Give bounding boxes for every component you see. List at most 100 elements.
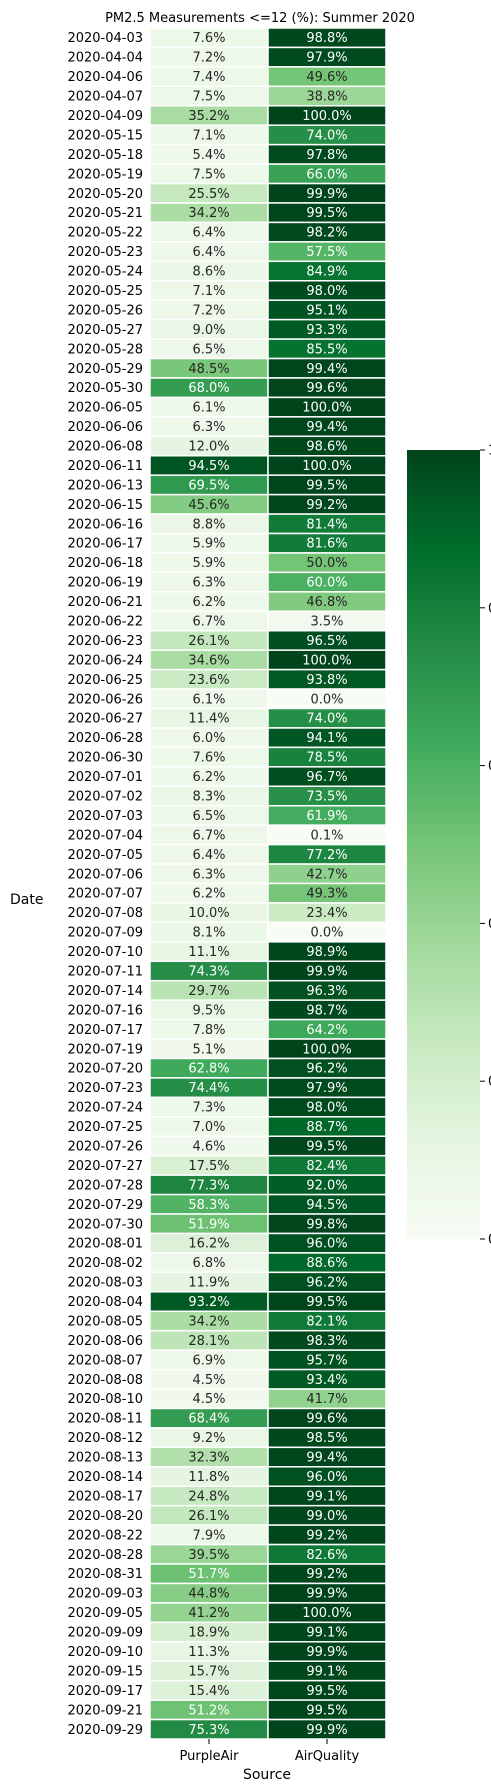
y-tick-label: 2020-06-11 — [67, 459, 143, 474]
y-tick-label: 2020-06-23 — [67, 634, 143, 649]
chart-title: PM2.5 Measurements <=12 (%): Summer 2020 — [105, 11, 415, 26]
cell-value-label: 7.9% — [192, 1528, 225, 1543]
y-tick-label: 2020-05-22 — [67, 226, 143, 241]
cell-value-label: 7.2% — [192, 303, 225, 318]
y-tick-label: 2020-07-07 — [67, 887, 143, 902]
y-tick-label: 2020-07-02 — [67, 790, 143, 805]
y-tick-label: 2020-06-25 — [67, 673, 143, 688]
cell-value-label: 11.9% — [188, 1276, 229, 1291]
y-tick-label: 2020-08-14 — [67, 1470, 143, 1485]
cell-value-label: 11.3% — [188, 1645, 229, 1660]
cell-value-label: 61.9% — [306, 809, 347, 824]
cell-value-label: 6.4% — [192, 226, 225, 241]
cell-value-label: 15.4% — [188, 1684, 229, 1699]
cell-value-label: 84.9% — [306, 265, 347, 280]
y-tick-label: 2020-08-31 — [67, 1567, 143, 1582]
cell-value-label: 7.1% — [192, 128, 225, 143]
cell-value-label: 6.3% — [192, 576, 225, 591]
cell-value-label: 50.0% — [306, 556, 347, 571]
cell-value-label: 0.0% — [310, 692, 343, 707]
cell-value-label: 8.6% — [192, 265, 225, 280]
cell-value-label: 8.1% — [192, 926, 225, 941]
cell-value-label: 48.5% — [188, 362, 229, 377]
y-tick-label: 2020-07-04 — [67, 828, 143, 843]
cell-value-label: 94.1% — [306, 731, 347, 746]
y-tick-label: 2020-06-27 — [67, 712, 143, 727]
colorbar — [407, 450, 480, 1239]
y-tick-label: 2020-08-07 — [67, 1353, 143, 1368]
cell-value-label: 49.3% — [306, 887, 347, 902]
cell-value-label: 88.6% — [306, 1256, 347, 1271]
cell-value-label: 98.5% — [306, 1431, 347, 1446]
cell-value-label: 77.2% — [306, 848, 347, 863]
cell-value-label: 6.1% — [192, 401, 225, 416]
cell-value-label: 99.1% — [306, 1490, 347, 1505]
cell-value-label: 4.5% — [192, 1392, 225, 1407]
cell-value-label: 44.8% — [188, 1587, 229, 1602]
cell-value-label: 41.7% — [306, 1392, 347, 1407]
cell-value-label: 98.0% — [306, 1101, 347, 1116]
cell-value-label: 99.5% — [306, 1703, 347, 1718]
y-tick-label: 2020-09-17 — [67, 1684, 143, 1699]
y-tick-label: 2020-08-05 — [67, 1315, 143, 1330]
cell-value-label: 10.0% — [188, 906, 229, 921]
y-tick-label: 2020-07-27 — [67, 1159, 143, 1174]
y-tick-label: 2020-07-09 — [67, 926, 143, 941]
cell-value-label: 6.9% — [192, 1353, 225, 1368]
y-tick-label: 2020-08-02 — [67, 1256, 143, 1271]
y-tick-label: 2020-06-30 — [67, 751, 143, 766]
x-tick-label: AirQuality — [295, 1749, 360, 1764]
cell-value-label: 98.9% — [306, 945, 347, 960]
y-tick-label: 2020-05-26 — [67, 303, 143, 318]
cell-value-label: 12.0% — [188, 440, 229, 455]
cell-value-label: 64.2% — [306, 1023, 347, 1038]
cell-value-label: 29.7% — [188, 984, 229, 999]
cell-value-label: 99.8% — [306, 1217, 347, 1232]
cell-value-label: 24.8% — [188, 1490, 229, 1505]
y-tick-label: 2020-06-08 — [67, 440, 143, 455]
cell-value-label: 100.0% — [302, 1606, 352, 1621]
cell-value-label: 7.1% — [192, 284, 225, 299]
cell-value-label: 78.5% — [306, 751, 347, 766]
cell-value-label: 99.5% — [306, 1140, 347, 1155]
cell-value-label: 7.6% — [192, 751, 225, 766]
cell-value-label: 96.2% — [306, 1276, 347, 1291]
cell-value-label: 6.2% — [192, 887, 225, 902]
cell-value-label: 49.6% — [306, 70, 347, 85]
y-tick-label: 2020-07-16 — [67, 1003, 143, 1018]
cell-value-label: 51.2% — [188, 1703, 229, 1718]
cell-value-label: 93.2% — [188, 1295, 229, 1310]
cell-value-label: 99.9% — [306, 965, 347, 980]
cell-value-label: 28.1% — [188, 1334, 229, 1349]
y-tick-label: 2020-04-03 — [67, 31, 143, 46]
y-tick-label: 2020-07-08 — [67, 906, 143, 921]
cell-value-label: 7.0% — [192, 1120, 225, 1135]
colorbar-tick-label: 0.8 — [488, 601, 491, 616]
cell-value-label: 0.1% — [310, 828, 343, 843]
y-tick-label: 2020-09-09 — [67, 1626, 143, 1641]
cell-value-label: 100.0% — [302, 1042, 352, 1057]
y-tick-label: 2020-07-28 — [67, 1178, 143, 1193]
y-tick-label: 2020-06-18 — [67, 556, 143, 571]
cell-value-label: 7.4% — [192, 70, 225, 85]
y-tick-label: 2020-06-26 — [67, 692, 143, 707]
cell-value-label: 96.5% — [306, 634, 347, 649]
cell-value-label: 32.3% — [188, 1451, 229, 1466]
cell-value-label: 15.7% — [188, 1664, 229, 1679]
y-tick-label: 2020-05-15 — [67, 128, 143, 143]
y-tick-label: 2020-08-04 — [67, 1295, 143, 1310]
cell-value-label: 6.7% — [192, 615, 225, 630]
cell-value-label: 95.1% — [306, 303, 347, 318]
cell-value-label: 88.7% — [306, 1120, 347, 1135]
y-tick-label: 2020-05-29 — [67, 362, 143, 377]
cell-value-label: 66.0% — [306, 167, 347, 182]
cell-value-label: 73.5% — [306, 790, 347, 805]
y-tick-label: 2020-05-28 — [67, 342, 143, 357]
y-tick-label: 2020-07-06 — [67, 867, 143, 882]
colorbar-tick-label: 0.6 — [488, 759, 491, 774]
y-tick-label: 2020-07-01 — [67, 770, 143, 785]
cell-value-label: 26.1% — [188, 1509, 229, 1524]
cell-value-label: 96.3% — [306, 984, 347, 999]
cell-value-label: 97.9% — [306, 1081, 347, 1096]
